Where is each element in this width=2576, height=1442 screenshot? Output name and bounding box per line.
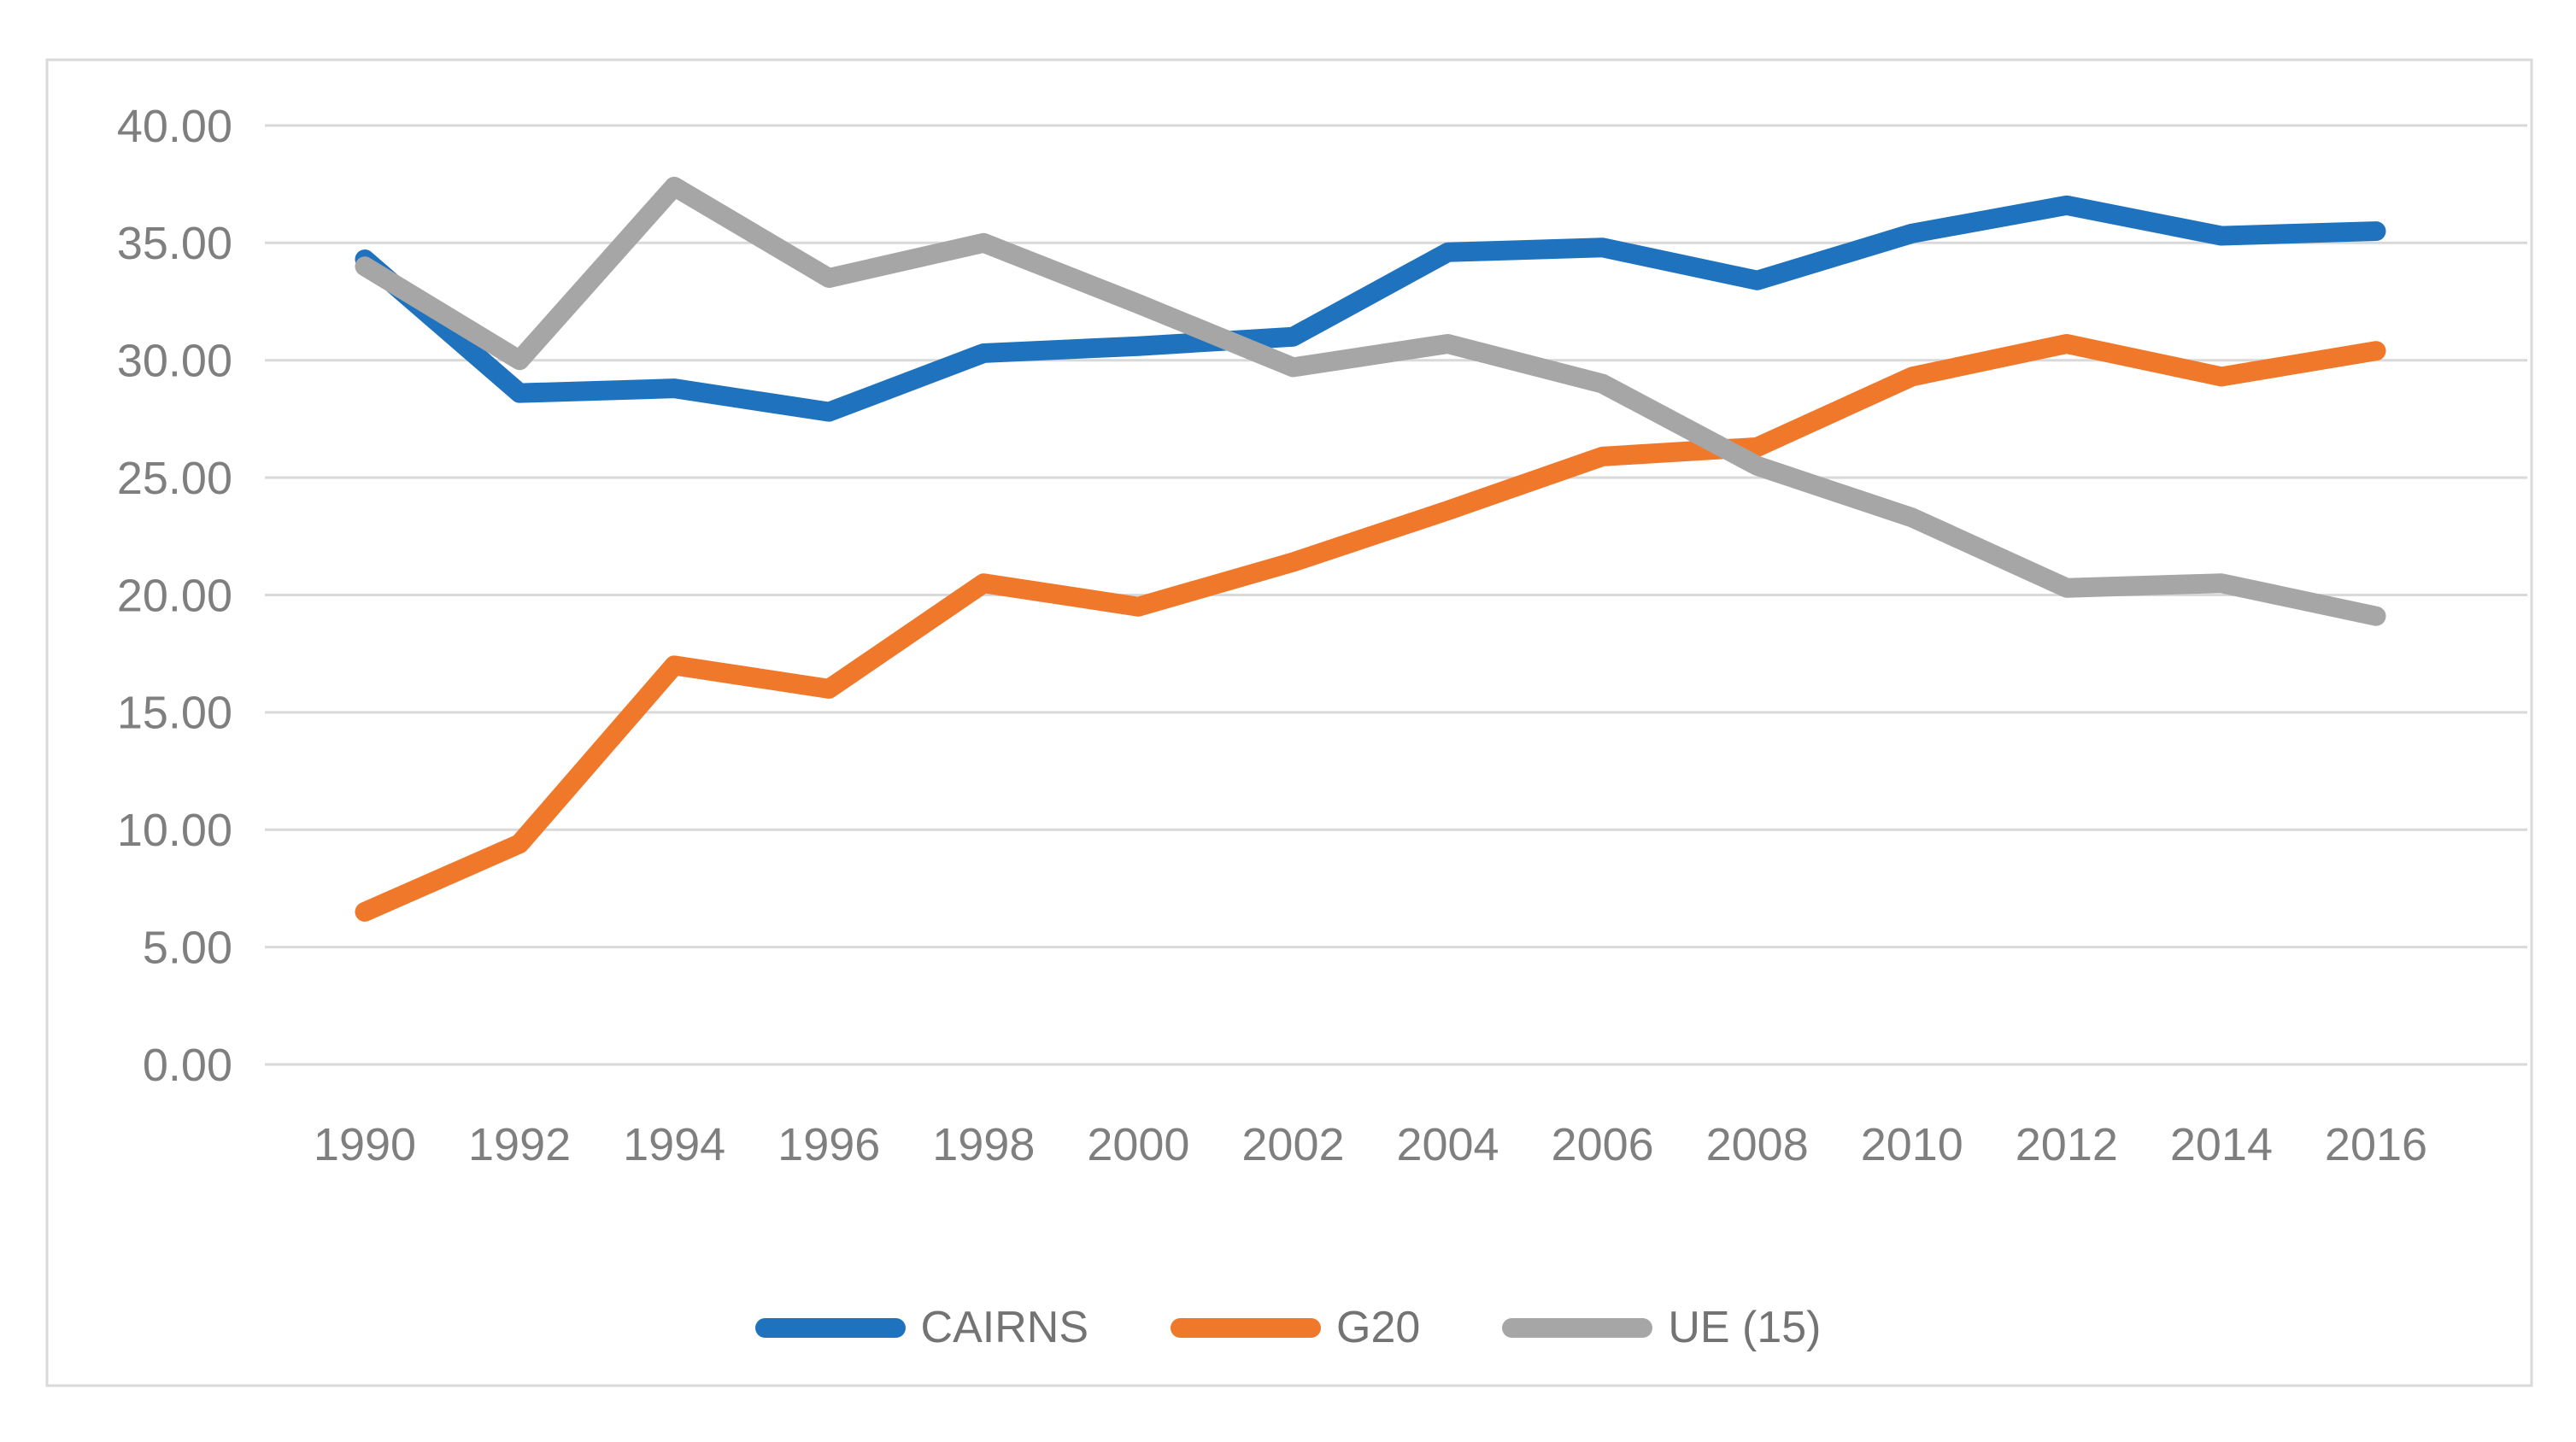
y-axis-tick-label: 30.00 [117,336,232,387]
series-line-cairns [355,195,2386,422]
y-axis-tick-label: 10.00 [117,805,232,856]
series-line-ue15 [355,176,2386,626]
chart-legend: CAIRNS G20 UE (15) [0,1302,2576,1353]
legend-label-g20: G20 [1336,1303,1421,1352]
x-axis-tick-label: 1990 [314,1119,416,1170]
x-axis-tick-label: 1998 [932,1119,1035,1170]
x-axis-tick-label: 2002 [1241,1119,1344,1170]
legend-item-g20: G20 [1171,1302,1420,1353]
x-axis-tick-label: 2006 [1552,1119,1654,1170]
x-axis-tick-label: 2014 [2170,1119,2273,1170]
x-axis-tick-label: 2004 [1396,1119,1499,1170]
legend-item-cairns: CAIRNS [754,1302,1089,1353]
y-axis-tick-label: 5.00 [143,923,232,974]
y-axis-tick-label: 20.00 [117,570,232,621]
x-axis-tick-label: 1996 [777,1119,880,1170]
y-axis-tick-label: 15.00 [117,688,232,739]
chart-border [45,58,2533,1387]
y-axis-tick-label: 35.00 [117,218,232,269]
x-axis-tick-label: 1994 [623,1119,725,1170]
y-axis-tick-label: 0.00 [143,1040,232,1091]
series-line-g20 [355,333,2386,922]
x-axis-tick-label: 1992 [468,1119,571,1170]
x-axis-tick-label: 2010 [1861,1119,1963,1170]
y-axis-tick-label: 40.00 [117,101,232,152]
y-axis-tick-label: 25.00 [117,453,232,504]
x-axis-tick-label: 2016 [2325,1119,2427,1170]
x-axis-tick-label: 2008 [1706,1119,1809,1170]
legend-item-ue15: UE (15) [1502,1302,1821,1353]
legend-swatch-cairns-icon [754,1317,906,1338]
legend-swatch-ue15-icon [1502,1317,1653,1338]
legend-label-cairns: CAIRNS [920,1303,1089,1352]
x-axis-tick-label: 2012 [2016,1119,2118,1170]
x-axis-tick-label: 2000 [1087,1119,1189,1170]
legend-swatch-g20-icon [1171,1317,1322,1338]
legend-label-ue15: UE (15) [1668,1303,1822,1352]
